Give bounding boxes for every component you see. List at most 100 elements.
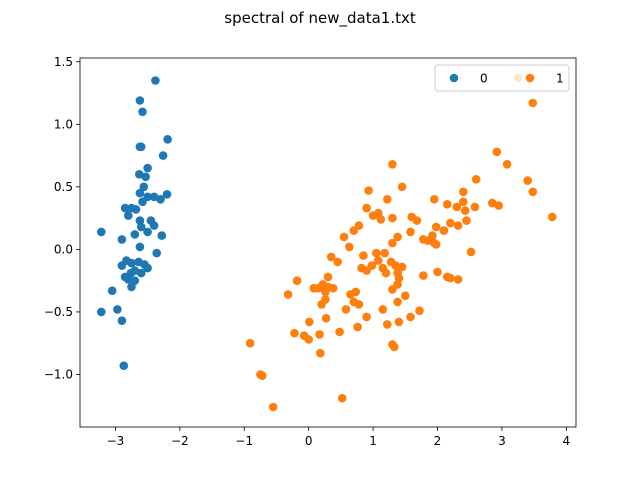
x-tick-label: 1 [369, 434, 377, 448]
series-0-point [124, 211, 133, 220]
series-1-point [394, 317, 404, 327]
series-1-point [419, 271, 428, 280]
series-1-point [431, 240, 441, 249]
series-1-point [323, 272, 333, 282]
series-1-point [388, 213, 397, 223]
series-1-point [376, 215, 386, 224]
series-1-point [453, 275, 463, 284]
series-1-point [283, 290, 293, 299]
series-1-point [357, 263, 366, 273]
series-0-point [117, 261, 127, 270]
series-1-point [406, 312, 415, 322]
series-1-point [388, 160, 397, 169]
legend-label-0: 0 [480, 72, 488, 86]
series-1-point [381, 268, 391, 278]
series-1-point [349, 297, 359, 307]
series-1-point [470, 202, 480, 212]
series-1-point [494, 201, 504, 210]
series-1-point [439, 226, 449, 235]
series-0-point [131, 205, 141, 214]
series-1-point [528, 98, 538, 108]
series-1-point [290, 328, 299, 338]
series-1-point [321, 313, 331, 323]
series-1-point [353, 322, 362, 332]
series-1-point [406, 227, 415, 237]
series-1-point [378, 305, 388, 314]
series-0-point [141, 172, 150, 182]
series-0-point [119, 361, 129, 371]
legend-marker-0 [449, 73, 459, 83]
x-tick-label: 3 [498, 434, 506, 448]
series-1-point [341, 305, 351, 314]
series-0-point [97, 227, 106, 237]
series-1-point [326, 252, 336, 262]
x-tick-label: −1 [235, 434, 253, 448]
y-tick-label: −0.5 [44, 305, 73, 319]
legend-box [434, 64, 570, 92]
series-1-point [372, 248, 381, 258]
series-1-point [245, 338, 255, 348]
series-1-point [401, 291, 410, 301]
series-1-point [268, 402, 278, 412]
y-tick-label: 1.0 [54, 117, 73, 131]
series-1-point [258, 371, 267, 381]
data-points [97, 73, 557, 412]
series-1-point [317, 300, 326, 309]
series-1-point [393, 280, 402, 289]
series-1-point [466, 247, 476, 257]
series-1-point [359, 251, 368, 260]
series-1-point [309, 283, 319, 293]
series-1-point [460, 206, 470, 215]
series-1-point [471, 175, 481, 184]
series-1-point [412, 216, 422, 225]
legend-marker-1 [525, 73, 535, 83]
series-1-point [305, 317, 314, 327]
series-1-point [299, 331, 309, 341]
series-1-point [391, 261, 400, 270]
series-0-point [143, 263, 152, 273]
series-0-point [138, 107, 147, 117]
series-0-point [162, 190, 172, 199]
series-1-point [547, 212, 557, 222]
plot-area-border [79, 57, 577, 428]
series-1-point [393, 297, 402, 307]
series-0-point [136, 222, 146, 232]
legend-label-1: 1 [556, 72, 564, 86]
series-1-point [523, 176, 532, 185]
series-1-point [452, 202, 462, 212]
series-1-point [315, 330, 324, 339]
series-1-point [397, 262, 407, 272]
series-1-point [383, 320, 392, 329]
series-1-point [459, 197, 468, 207]
series-1-point [335, 327, 344, 337]
series-1-point [415, 306, 424, 316]
series-0-point [136, 268, 146, 278]
series-0-point [124, 275, 133, 284]
series-1-point [349, 226, 359, 235]
series-0-point [97, 307, 106, 317]
series-0-point [117, 235, 127, 244]
series-0-point [107, 286, 117, 296]
x-tick-label: 4 [563, 434, 571, 448]
series-0-point [163, 135, 172, 144]
axes-frame [79, 57, 577, 428]
series-1-point [328, 283, 338, 293]
series-0-point [151, 76, 160, 85]
series-1-point [492, 147, 502, 157]
series-1-point [333, 257, 343, 267]
series-1-point [528, 187, 538, 197]
y-tick-label: −1.0 [44, 367, 73, 381]
series-1-point [462, 216, 471, 225]
series-0-point [143, 163, 152, 173]
series-1-point [362, 203, 371, 213]
x-tick-label: −3 [107, 434, 125, 448]
series-1-point [364, 186, 373, 195]
series-1-point [337, 393, 347, 403]
series-1-point [362, 312, 371, 322]
series-1-point [345, 242, 354, 252]
series-0-point [152, 248, 161, 258]
y-tick-label: 0.0 [54, 242, 73, 256]
series-1-point [419, 235, 428, 244]
